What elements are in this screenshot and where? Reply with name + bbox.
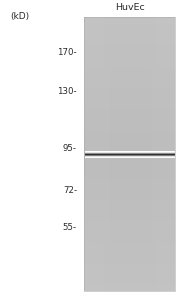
Text: 55-: 55- (63, 224, 77, 232)
Text: 95-: 95- (63, 144, 77, 153)
Text: 130-: 130- (57, 87, 77, 96)
Text: 170-: 170- (57, 48, 77, 57)
Text: HuvEc: HuvEc (115, 3, 145, 12)
Text: (kD): (kD) (11, 12, 30, 21)
Text: 72-: 72- (63, 186, 77, 195)
